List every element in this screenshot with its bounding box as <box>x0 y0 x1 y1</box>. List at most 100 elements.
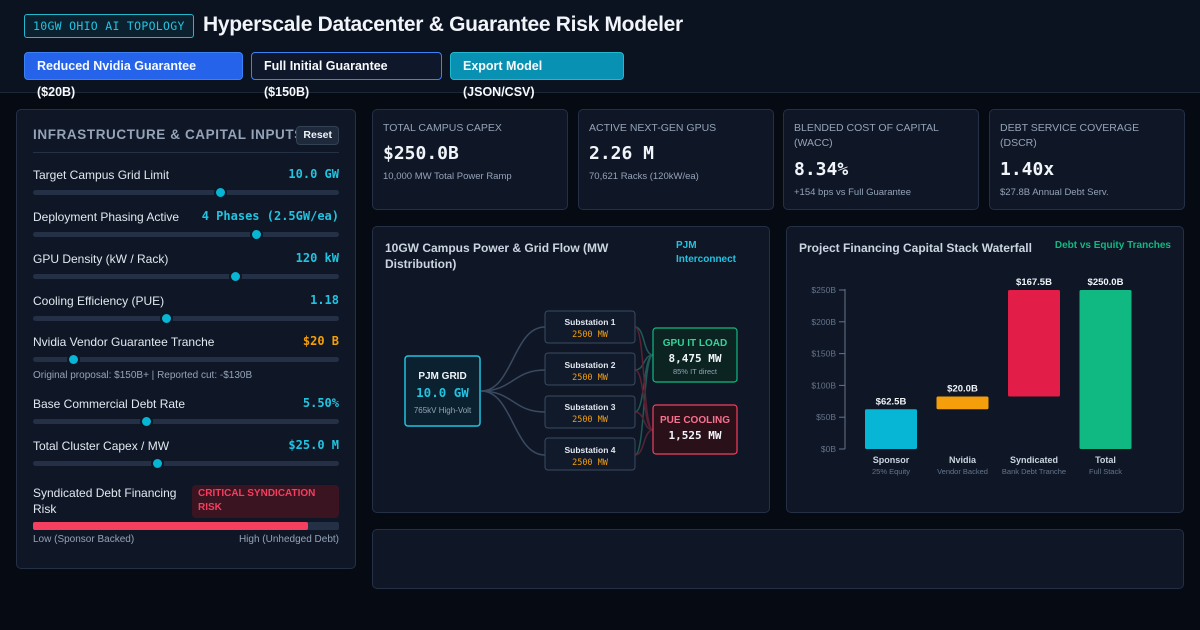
node-sub: 765kV High-Volt <box>414 406 472 415</box>
node-name: PUE COOLING <box>660 415 730 426</box>
link-sub1-cool <box>634 326 654 431</box>
y-tick-label: $50B <box>816 412 836 422</box>
kpi-card-wacc: BLENDED COST OF CAPITAL (WACC) 8.34% +15… <box>783 109 979 210</box>
control-label: Cooling Efficiency (PUE) <box>33 294 165 308</box>
node-name: Substation 4 <box>564 445 615 455</box>
pue-slider[interactable] <box>33 312 339 325</box>
grid-flow-title: 10GW Campus Power & Grid Flow (MW Distri… <box>385 241 609 271</box>
x-category-sublabel: Full Stack <box>1089 467 1122 476</box>
node-value: 2500 MW <box>572 373 609 383</box>
export-model-button[interactable]: Export Model (JSON/CSV) <box>450 52 624 99</box>
node-box <box>544 437 636 471</box>
nvidia-guarantee-slider[interactable] <box>33 353 339 366</box>
node-name: PJM GRID <box>418 371 466 382</box>
gpu-density-slider[interactable] <box>33 270 339 283</box>
kpi-sub: $27.8B Annual Debt Serv. <box>1000 187 1109 198</box>
kpi-card-gpus: ACTIVE NEXT-GEN GPUS 2.26 M 70,621 Racks… <box>578 109 774 210</box>
node-value: 2500 MW <box>572 415 609 425</box>
link-grid-sub1 <box>480 326 546 392</box>
x-category-sublabel: 25% Equity <box>872 467 910 476</box>
grid-limit-slider[interactable] <box>33 186 339 199</box>
node-box <box>404 355 481 427</box>
bar-value-label: $167.5B <box>1016 277 1052 288</box>
substation-1-node[interactable]: Substation 1 2500 MW <box>544 310 636 344</box>
reduced-guarantee-button[interactable]: Reduced Nvidia Guarantee ($20B) <box>24 52 243 99</box>
control-label: GPU Density (kW / Rack) <box>33 252 169 266</box>
substation-4-node[interactable]: Substation 4 2500 MW <box>544 437 636 471</box>
risk-bar <box>33 522 339 530</box>
slider-thumb[interactable] <box>213 186 227 199</box>
phasing-slider[interactable] <box>33 228 339 241</box>
bottom-panel <box>372 529 1184 589</box>
node-box <box>652 327 738 383</box>
control-value: 10.0 GW <box>288 167 339 181</box>
control-value: 4 Phases (2.5GW/ea) <box>201 209 339 223</box>
node-box <box>544 310 636 344</box>
topology-badge: 10GW OHIO AI TOPOLOGY <box>24 14 194 38</box>
kpi-sub: 70,621 Racks (120kW/ea) <box>589 171 699 182</box>
kpi-card-dscr: DEBT SERVICE COVERAGE (DSCR) 1.40x $27.8… <box>989 109 1185 210</box>
link-sub4-cool <box>634 429 654 456</box>
tranche-tag: Debt vs Equity Tranches <box>1054 240 1171 251</box>
slider-thumb[interactable] <box>160 312 174 325</box>
node-name: Substation 1 <box>564 317 615 327</box>
bar-sponsor <box>865 409 917 449</box>
node-value: 2500 MW <box>572 330 609 340</box>
link-sub2-cool <box>634 369 654 431</box>
node-box <box>544 395 636 429</box>
pjm-interconnect-tag: PJM Interconnect <box>676 240 737 265</box>
x-category-sublabel: Bank Debt Tranche <box>1002 467 1066 476</box>
guarantee-note: Original proposal: $150B+ | Reported cut… <box>33 370 253 381</box>
inputs-panel-title: INFRASTRUCTURE & CAPITAL INPUTS <box>33 127 304 142</box>
pjm-grid-node[interactable]: PJM GRID 10.0 GW 765kV High-Volt <box>404 355 481 427</box>
link-grid-sub2 <box>480 369 546 392</box>
control-value: $20 B <box>302 334 339 348</box>
debt-rate-slider[interactable] <box>33 415 339 428</box>
slider-thumb[interactable] <box>250 228 264 241</box>
x-category-label: Nvidia <box>949 455 977 465</box>
risk-low-label: Low (Sponsor Backed) <box>33 534 135 545</box>
node-sub: 85% IT direct <box>673 367 718 376</box>
slider-thumb[interactable] <box>66 353 80 366</box>
slider-thumb[interactable] <box>228 270 242 283</box>
slider-thumb[interactable] <box>150 457 164 470</box>
node-value: 8,475 MW <box>669 352 722 365</box>
gpu-it-load-node[interactable]: GPU IT LOAD 8,475 MW 85% IT direct <box>652 327 738 383</box>
control-label: Base Commercial Debt Rate <box>33 397 186 411</box>
substation-3-node[interactable]: Substation 3 2500 MW <box>544 395 636 429</box>
control-value: 5.50% <box>302 396 339 410</box>
x-category-label: Total <box>1095 455 1116 465</box>
pue-cooling-node[interactable]: PUE COOLING 1,525 MW <box>652 404 738 455</box>
y-tick-label: $200B <box>811 317 836 327</box>
reset-button[interactable]: Reset <box>296 126 339 145</box>
grid-flow-diagram: PJM GRID 10.0 GW 765kV High-Volt Substat… <box>404 310 738 471</box>
node-name: Substation 2 <box>564 360 615 370</box>
link-grid-sub3 <box>480 390 546 413</box>
link-sub3-cool <box>634 411 654 431</box>
capital-stack-panel: Project Financing Capital Stack Waterfal… <box>786 226 1184 513</box>
bar-value-label: $62.5B <box>876 396 907 407</box>
kpi-label: ACTIVE NEXT-GEN GPUS <box>589 122 717 134</box>
header: 10GW OHIO AI TOPOLOGY Hyperscale Datacen… <box>0 0 1200 99</box>
control-label: Target Campus Grid Limit <box>33 168 170 182</box>
node-value: 1,525 MW <box>669 429 722 442</box>
y-tick-label: $0B <box>821 444 836 454</box>
control-value: $25.0 M <box>288 438 339 452</box>
y-tick-label: $150B <box>811 349 836 359</box>
slider-thumb[interactable] <box>140 415 154 428</box>
bar-syndicated <box>1008 290 1060 397</box>
kpi-value: $250.0B <box>383 143 459 164</box>
risk-bar-fill <box>33 522 309 530</box>
full-guarantee-button[interactable]: Full Initial Guarantee ($150B) <box>251 52 442 99</box>
bar-value-label: $20.0B <box>947 384 978 395</box>
substation-2-node[interactable]: Substation 2 2500 MW <box>544 352 636 386</box>
node-name: GPU IT LOAD <box>663 338 727 349</box>
bar-total <box>1079 290 1132 449</box>
x-category-label: Syndicated <box>1010 455 1058 465</box>
link-grid-sub4 <box>480 390 546 456</box>
node-name: Substation 3 <box>564 402 615 412</box>
capex-slider[interactable] <box>33 457 339 470</box>
kpi-label: TOTAL CAMPUS CAPEX <box>383 122 502 134</box>
control-value: 120 kW <box>295 251 339 265</box>
